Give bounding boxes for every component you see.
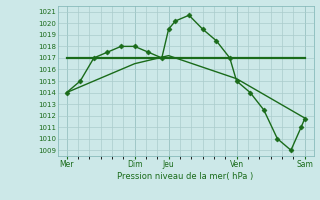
X-axis label: Pression niveau de la mer( hPa ): Pression niveau de la mer( hPa ) [117, 172, 254, 181]
